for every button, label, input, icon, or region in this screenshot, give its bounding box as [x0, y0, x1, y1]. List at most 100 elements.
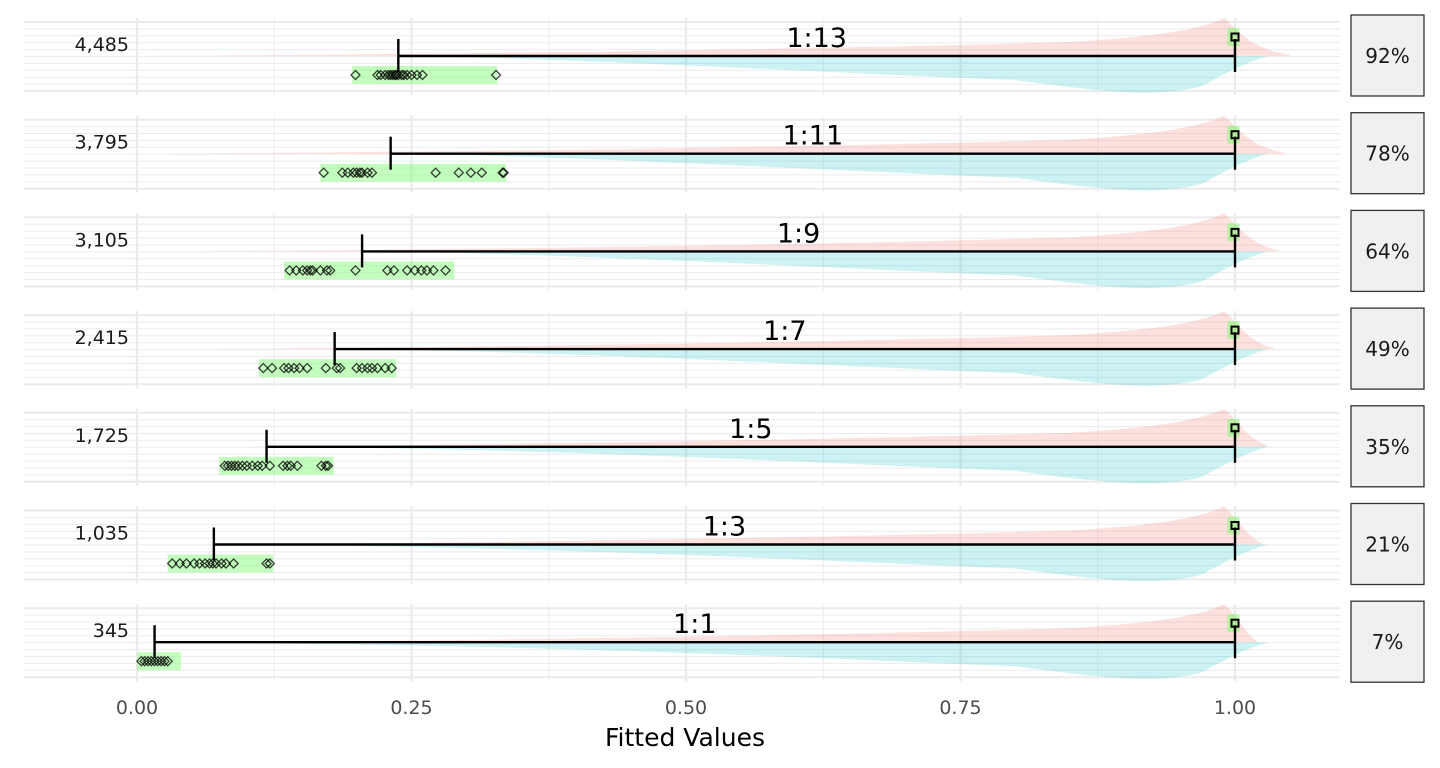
strip-box: [1350, 14, 1425, 97]
density-class-b: [362, 251, 1268, 288]
data-point-low: [417, 69, 428, 81]
data-point-low: [350, 264, 361, 276]
data-point-low: [277, 460, 289, 472]
data-point-low: [322, 460, 334, 472]
data-point-low: [232, 460, 244, 472]
data-point-low: [388, 264, 400, 276]
data-point-low: [401, 264, 413, 276]
data-point-low: [220, 558, 232, 569]
data-point-low: [401, 69, 413, 81]
data-point-low: [166, 558, 178, 569]
data-point-low: [229, 460, 241, 472]
ratio-label: 1:13: [786, 23, 847, 54]
data-point-low: [398, 69, 410, 81]
data-point-low: [261, 558, 272, 569]
data-point-low: [476, 167, 488, 179]
density-class-a: [230, 408, 1268, 447]
data-point-low: [366, 167, 378, 179]
strip-box: [1350, 502, 1425, 586]
panel-2: 1:11 3,795 78%: [24, 112, 1425, 195]
density-class-b: [213, 544, 1268, 582]
density-class-b: [334, 349, 1268, 386]
density-class-b: [266, 446, 1268, 484]
x-tick-label: 0.25: [390, 697, 432, 719]
density-class-a: [274, 604, 1257, 643]
percent-label: 78%: [1365, 142, 1409, 166]
data-point-low: [305, 264, 316, 276]
strip-box: [1350, 112, 1425, 195]
data-point-low: [257, 362, 269, 374]
density-class-a: [164, 115, 1285, 154]
panel-1: 1:13 4,485 92%: [24, 14, 1425, 97]
low-class-range-box: [219, 456, 334, 475]
data-point-low: [334, 362, 346, 374]
data-point-low: [320, 460, 332, 472]
x-tick-label: 0.00: [116, 697, 158, 719]
data-point-low: [324, 264, 336, 276]
data-point-low: [180, 558, 192, 569]
data-point-low: [228, 558, 240, 569]
data-point-low: [252, 460, 264, 472]
percent-label: 92%: [1365, 44, 1409, 68]
strip-box: [1350, 600, 1425, 683]
data-point-low: [428, 264, 439, 276]
data-point-low: [256, 460, 268, 472]
density-class-a: [252, 506, 1263, 545]
low-class-range-box: [352, 66, 498, 84]
data-point-low: [207, 558, 219, 569]
data-point-low: [354, 167, 366, 179]
data-point-low: [350, 69, 361, 81]
data-point-low: [159, 655, 170, 667]
x-tick-label: 0.75: [939, 697, 981, 719]
x-tick-label: 1.00: [1214, 697, 1256, 719]
density-class-a: [208, 311, 1274, 350]
count-label: 1,035: [75, 523, 129, 545]
percent-label: 7%: [1372, 630, 1404, 654]
percent-label: 21%: [1365, 533, 1409, 557]
ratio-label: 1:9: [777, 218, 820, 249]
ratio-label: 1:3: [703, 512, 746, 543]
x-tick-label: 0.50: [665, 697, 707, 719]
count-label: 4,485: [75, 34, 129, 56]
data-point-low: [465, 167, 477, 179]
x-axis-title: Fitted Values: [605, 723, 765, 752]
density-class-b: [390, 153, 1268, 191]
percent-label: 49%: [1365, 337, 1409, 361]
percent-label: 64%: [1365, 239, 1409, 263]
data-point-low: [301, 362, 313, 374]
ratio-label: 1:11: [782, 121, 843, 152]
panel-6: 1:3 1,035 21%: [24, 502, 1425, 586]
data-point-low: [266, 362, 278, 374]
count-label: 3,105: [75, 229, 129, 251]
panel-3: 1:9 3,105 64%: [24, 209, 1425, 293]
data-point-low: [440, 264, 451, 276]
data-point-low: [216, 558, 227, 569]
data-point-low: [282, 460, 293, 472]
strip-box: [1350, 209, 1425, 293]
data-point-low: [294, 362, 305, 374]
count-label: 345: [93, 620, 129, 642]
data-point-low: [430, 167, 442, 179]
strip-box: [1350, 405, 1425, 488]
percent-label: 35%: [1365, 435, 1409, 459]
data-point-low: [386, 362, 398, 374]
count-label: 1,725: [75, 425, 129, 447]
data-point-low: [362, 362, 373, 374]
data-point-low: [362, 167, 373, 179]
data-point-low: [372, 362, 383, 374]
data-point-low: [264, 460, 276, 472]
data-point-low: [307, 264, 319, 276]
data-point-low: [297, 264, 309, 276]
data-point-low: [321, 264, 333, 276]
data-point-low: [490, 69, 502, 81]
data-point-low: [264, 558, 276, 569]
data-point-low: [199, 558, 211, 569]
data-point-low: [375, 69, 387, 81]
density-class-b: [137, 642, 1268, 679]
data-point-low: [291, 460, 303, 472]
density-class-a: [142, 18, 1290, 56]
density-class-b: [398, 56, 1268, 93]
count-label: 2,415: [75, 327, 129, 349]
data-point-low: [498, 167, 510, 179]
